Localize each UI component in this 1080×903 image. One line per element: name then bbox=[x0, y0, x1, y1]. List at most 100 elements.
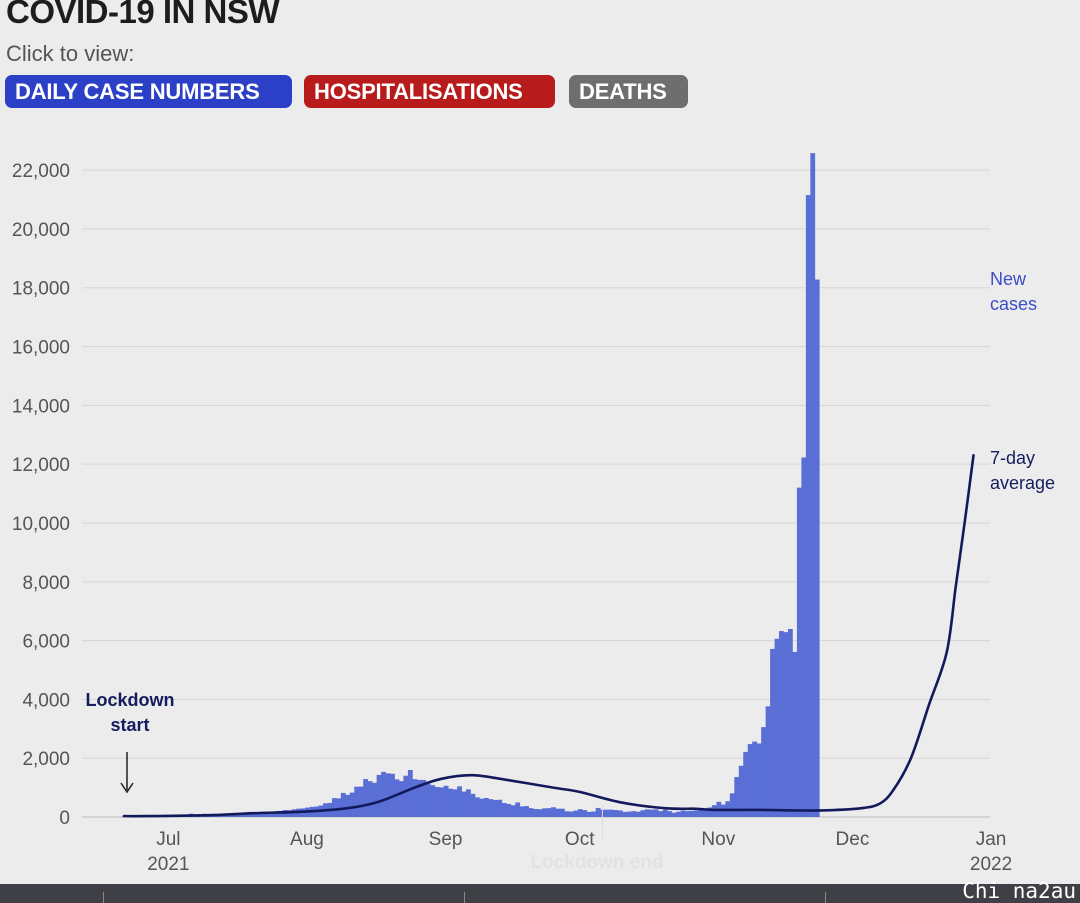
case-bar bbox=[448, 788, 453, 817]
case-bar bbox=[524, 806, 529, 817]
case-bar bbox=[510, 805, 516, 817]
case-bar bbox=[613, 810, 619, 817]
case-bar bbox=[492, 799, 498, 817]
y-tick-label: 12,000 bbox=[12, 455, 70, 476]
case-bar bbox=[349, 792, 355, 817]
case-bar bbox=[796, 487, 802, 817]
case-bar bbox=[506, 803, 512, 817]
case-bar bbox=[622, 811, 628, 817]
case-bar bbox=[609, 809, 614, 817]
case-bar bbox=[555, 808, 561, 817]
case-bar bbox=[787, 628, 793, 817]
y-tick-label: 10,000 bbox=[12, 514, 70, 535]
case-bar bbox=[568, 811, 574, 817]
case-bar bbox=[792, 651, 798, 817]
case-bar bbox=[269, 812, 275, 817]
case-bar bbox=[658, 811, 664, 817]
case-bar bbox=[488, 799, 494, 817]
chart-annotations: Lockdown start Lockdown end New cases 7-day av… bbox=[86, 269, 1056, 873]
case-bar bbox=[278, 810, 284, 817]
case-bar bbox=[734, 777, 740, 817]
x-tick-label: Dec bbox=[836, 829, 870, 850]
case-bar bbox=[586, 811, 592, 817]
case-bar bbox=[425, 783, 431, 817]
case-bar bbox=[434, 786, 440, 817]
case-bar bbox=[394, 779, 400, 817]
case-bar bbox=[783, 632, 789, 817]
case-bar bbox=[497, 799, 503, 817]
case-bar bbox=[698, 809, 704, 817]
case-bar bbox=[810, 153, 816, 817]
tab-daily-case-numbers[interactable]: DAILY CASE NUMBERS bbox=[5, 75, 292, 108]
lockdown-end-label: Lockdown end bbox=[531, 852, 664, 873]
case-bar bbox=[770, 648, 775, 817]
case-bar bbox=[582, 810, 588, 817]
case-bar bbox=[528, 808, 534, 817]
case-bar bbox=[676, 811, 682, 817]
case-bar bbox=[564, 811, 570, 817]
case-bar bbox=[689, 810, 695, 817]
case-bar bbox=[331, 798, 337, 817]
case-bar bbox=[707, 807, 713, 817]
case-bar bbox=[542, 808, 547, 817]
tab-deaths[interactable]: DEATHS bbox=[569, 75, 688, 108]
case-bar bbox=[667, 811, 673, 817]
y-tick-label: 6,000 bbox=[22, 632, 70, 653]
case-bar bbox=[551, 807, 556, 817]
case-bar bbox=[376, 774, 382, 817]
lockdown-start-label: Lockdown bbox=[86, 690, 175, 710]
watermark: Chi na2au bbox=[962, 879, 1076, 903]
case-bar bbox=[801, 457, 807, 817]
new-cases-label: New bbox=[990, 269, 1027, 289]
case-bar bbox=[273, 811, 279, 817]
y-tick-label: 20,000 bbox=[12, 220, 70, 241]
case-bar bbox=[403, 775, 409, 817]
case-bar bbox=[729, 793, 735, 817]
case-bar bbox=[483, 798, 489, 817]
case-bar bbox=[559, 808, 565, 817]
case-bar bbox=[631, 811, 637, 817]
case-bar bbox=[398, 781, 404, 817]
case-bar bbox=[694, 810, 699, 817]
case-bar bbox=[533, 808, 538, 817]
case-bar bbox=[738, 765, 744, 817]
case-bar bbox=[756, 743, 762, 817]
y-tick-label: 2,000 bbox=[22, 749, 70, 770]
case-bar bbox=[287, 810, 293, 817]
case-bar bbox=[242, 812, 248, 817]
case-bar bbox=[470, 793, 476, 817]
case-bar bbox=[752, 741, 758, 817]
footer-tick bbox=[825, 892, 826, 903]
case-bar bbox=[649, 809, 655, 817]
case-bar bbox=[466, 789, 471, 817]
case-bar bbox=[805, 195, 811, 817]
case-bar bbox=[761, 727, 766, 817]
case-bar bbox=[644, 809, 650, 817]
page-title: COVID-19 IN NSW bbox=[6, 0, 280, 30]
x-tick-label: Aug bbox=[290, 829, 324, 850]
y-tick-label: 18,000 bbox=[12, 279, 70, 300]
x-tick-year-label: 2021 bbox=[147, 854, 189, 875]
case-bar bbox=[671, 812, 677, 817]
case-bar bbox=[537, 809, 543, 817]
case-bar bbox=[591, 811, 597, 817]
case-bar bbox=[653, 809, 659, 817]
tab-hospitalisations[interactable]: HOSPITALISATIONS bbox=[304, 75, 555, 108]
case-bar bbox=[479, 798, 485, 817]
case-bar bbox=[264, 812, 270, 817]
case-bar bbox=[430, 785, 436, 817]
x-tick-label: Oct bbox=[565, 829, 595, 850]
case-bar bbox=[421, 779, 427, 817]
lockdown-start-label: start bbox=[110, 715, 149, 735]
y-tick-label: 0 bbox=[59, 808, 70, 829]
x-tick-year-label: 2022 bbox=[970, 854, 1012, 875]
average-line-group bbox=[122, 454, 975, 818]
case-bar bbox=[515, 802, 521, 817]
case-bar bbox=[685, 811, 690, 817]
average-label: 7-day bbox=[990, 448, 1035, 468]
case-bar bbox=[703, 809, 708, 817]
case-bar bbox=[372, 782, 377, 817]
case-bar bbox=[573, 810, 579, 817]
lockdown-start-arrowhead bbox=[120, 782, 134, 794]
case-bar bbox=[519, 806, 525, 817]
